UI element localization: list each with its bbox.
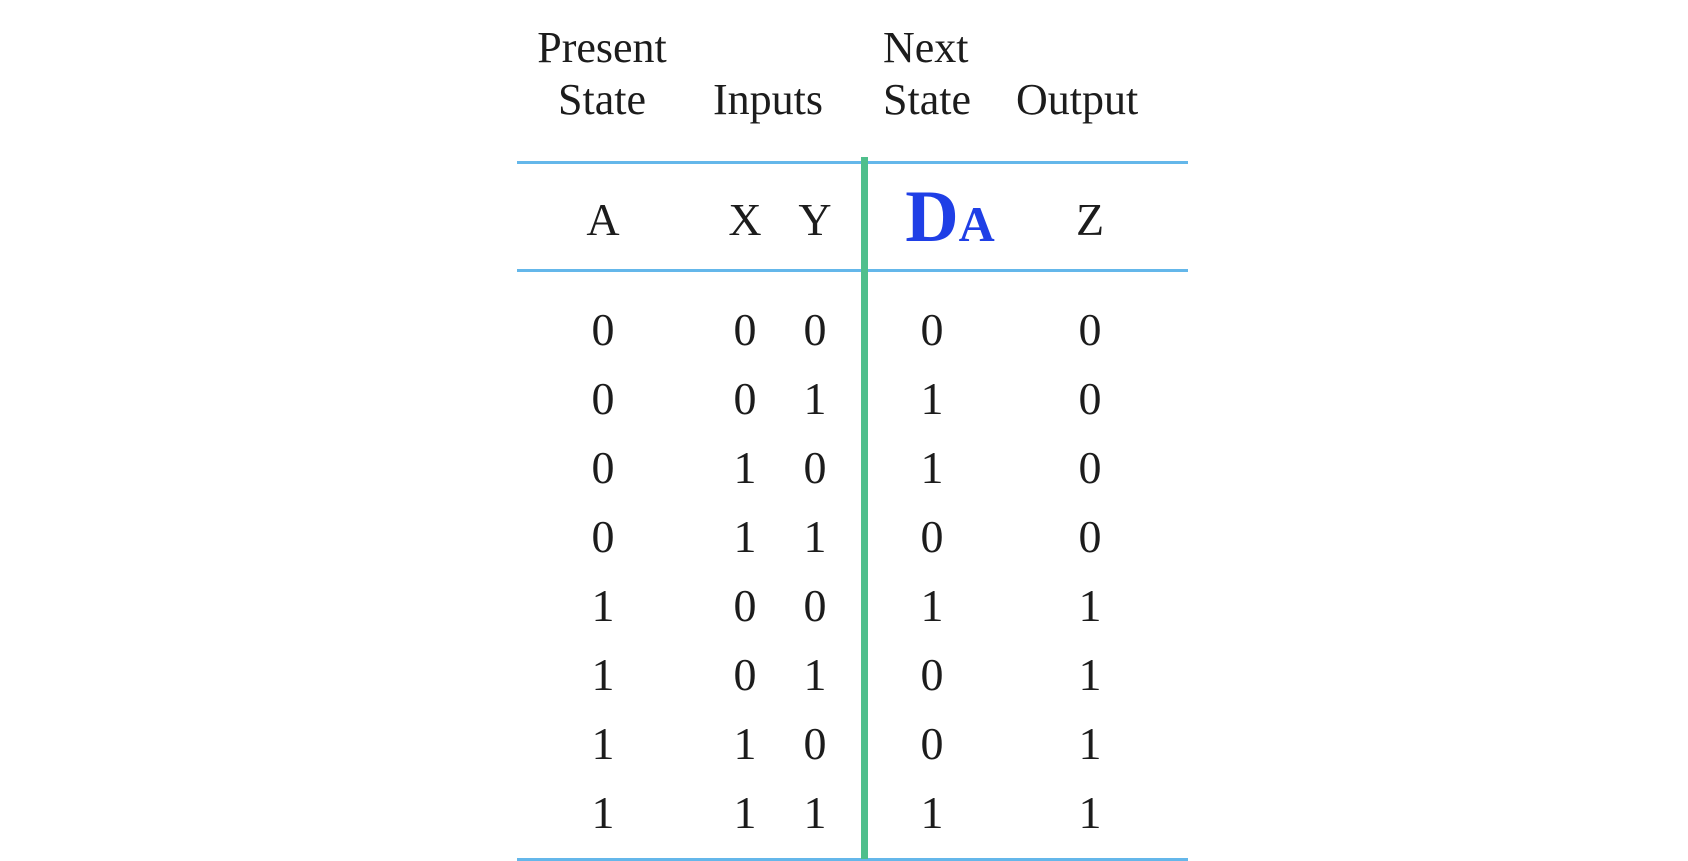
- cell-y: 1: [803, 787, 827, 838]
- cell-x: 1: [733, 511, 757, 562]
- column-label-z: Z: [1075, 194, 1105, 245]
- cell-z: 1: [1078, 787, 1102, 838]
- next-state-header: Next State: [883, 22, 971, 126]
- column-label-da-subscript: A: [958, 196, 995, 252]
- output-header: Output: [1016, 74, 1138, 126]
- cell-x: 0: [733, 580, 757, 631]
- cell-x: 0: [733, 304, 757, 355]
- column-label-da: DA: [905, 180, 995, 254]
- cell-z: 0: [1078, 373, 1102, 424]
- column-label-a: A: [586, 194, 620, 245]
- cell-da: 1: [920, 787, 944, 838]
- cell-da: 0: [920, 718, 944, 769]
- next-state-header-line2: State: [883, 75, 971, 124]
- cell-z: 1: [1078, 718, 1102, 769]
- cell-z: 1: [1078, 580, 1102, 631]
- cell-a: 0: [591, 373, 615, 424]
- column-label-da-main: D: [905, 176, 959, 258]
- cell-da: 1: [920, 373, 944, 424]
- column-label-y: Y: [798, 194, 832, 245]
- inputs-header-line1: Inputs: [713, 75, 823, 124]
- cell-x: 0: [733, 649, 757, 700]
- cell-da: 0: [920, 511, 944, 562]
- cell-y: 0: [803, 442, 827, 493]
- output-header-line1: Output: [1016, 75, 1139, 124]
- cell-a: 1: [591, 718, 615, 769]
- cell-z: 0: [1078, 442, 1102, 493]
- cell-a: 1: [591, 649, 615, 700]
- cell-a: 0: [591, 304, 615, 355]
- cell-x: 1: [733, 787, 757, 838]
- cell-x: 1: [733, 718, 757, 769]
- present-state-header-line1: Present: [537, 23, 667, 72]
- header-rule: [517, 269, 1188, 272]
- cell-y: 0: [803, 718, 827, 769]
- column-label-x: X: [728, 194, 762, 245]
- cell-da: 1: [920, 442, 944, 493]
- cell-z: 1: [1078, 649, 1102, 700]
- cell-x: 1: [733, 442, 757, 493]
- cell-da: 0: [920, 649, 944, 700]
- cell-x: 0: [733, 373, 757, 424]
- cell-da: 1: [920, 580, 944, 631]
- cell-z: 0: [1078, 304, 1102, 355]
- column-divider: [861, 157, 868, 859]
- cell-y: 1: [803, 511, 827, 562]
- cell-z: 0: [1078, 511, 1102, 562]
- present-state-header: Present State: [527, 22, 677, 126]
- cell-y: 1: [803, 373, 827, 424]
- cell-y: 0: [803, 580, 827, 631]
- top-rule: [517, 161, 1188, 164]
- cell-a: 0: [591, 442, 615, 493]
- inputs-header: Inputs: [713, 74, 823, 126]
- cell-a: 1: [591, 580, 615, 631]
- present-state-header-line2: State: [558, 75, 646, 124]
- cell-y: 1: [803, 649, 827, 700]
- cell-da: 0: [920, 304, 944, 355]
- cell-a: 0: [591, 511, 615, 562]
- cell-y: 0: [803, 304, 827, 355]
- next-state-header-line1: Next: [883, 23, 969, 72]
- cell-a: 1: [591, 787, 615, 838]
